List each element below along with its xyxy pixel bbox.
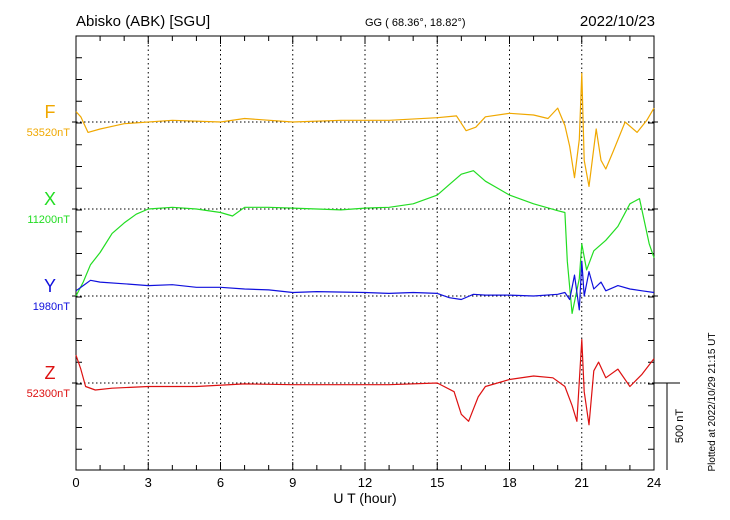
series-layer [75,72,655,426]
x-axis-label: U T (hour) [333,490,396,506]
series-baseline-label-Z: 52300nT [27,388,71,400]
series-line-Y [75,260,655,311]
x-tick-label-9: 9 [289,475,296,490]
series-baseline-label-F: 53520nT [27,127,71,139]
series-label-Z: Z [45,363,56,383]
series-line-X [75,170,655,314]
x-tick-label-0: 0 [72,475,79,490]
x-tick-label-24: 24 [647,475,661,490]
x-tick-label-15: 15 [430,475,444,490]
grid-layer [72,36,658,470]
x-tick-label-3: 3 [145,475,152,490]
series-line-Z [75,338,655,426]
scale-bar-label: 500 nT [674,409,686,444]
plot-date: 2022/10/23 [580,13,655,30]
x-tick-label-6: 6 [217,475,224,490]
x-tick-label-18: 18 [502,475,516,490]
x-tick-label-12: 12 [358,475,372,490]
x-tick-label-21: 21 [575,475,589,490]
plotted-timestamp: Plotted at 2022/10/29 21:15 UT [707,333,718,472]
series-line-F [75,72,655,187]
station-title: Abisko (ABK) [SGU] [76,13,210,30]
series-label-F: F [45,102,56,122]
scale-bar: 500 nT [654,382,686,470]
series-baseline-label-X: 11200nT [27,214,70,226]
series-baseline-label-Y: 1980nT [33,301,71,313]
station-coordinates: GG ( 68.36°, 18.82°) [365,17,466,29]
series-label-X: X [44,189,56,209]
labels-layer: 0 3 6 9 12 15 18 21 24 F 53520nT X 11200nT Y 1980nT Z 52… [27,102,662,490]
series-label-Y: Y [44,276,56,296]
ticks-layer [75,35,655,470]
